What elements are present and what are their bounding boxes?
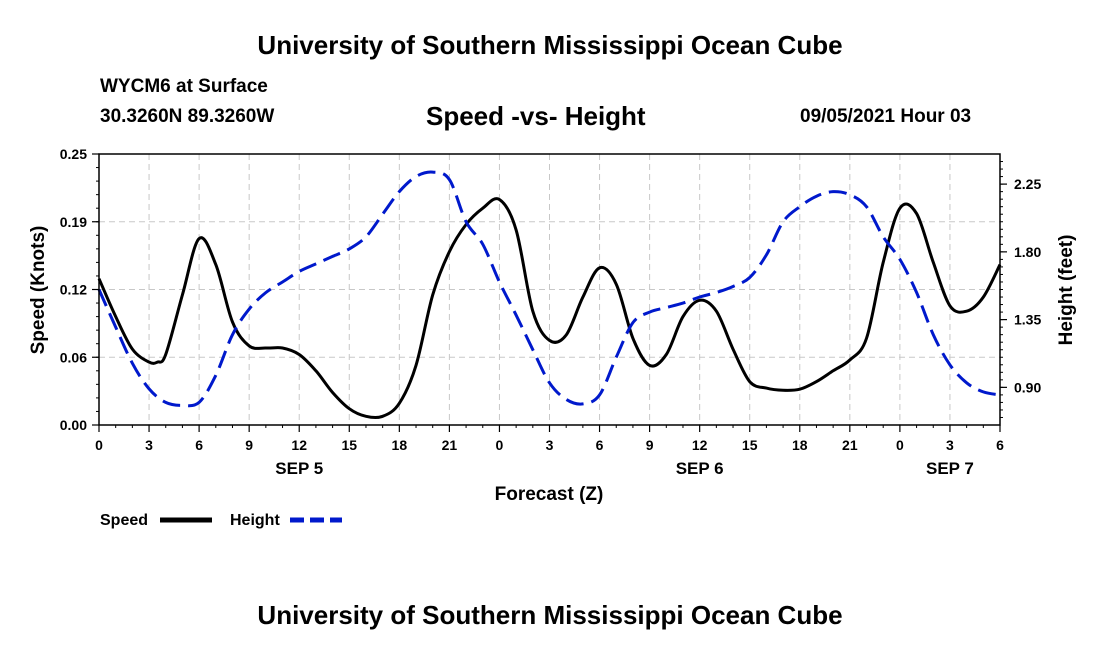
x-tick-label: 21 xyxy=(442,437,458,453)
legend-height-label: Height xyxy=(230,512,280,529)
y-left-tick-label: 0.25 xyxy=(60,146,87,162)
series-lines xyxy=(97,170,1002,420)
x-tick-label: 3 xyxy=(546,437,554,453)
y-right-tick-label: 1.35 xyxy=(1014,312,1041,328)
x-tick-label: 12 xyxy=(291,437,307,453)
y-right-tick-label: 0.90 xyxy=(1014,379,1041,395)
date-label: 09/05/2021 Hour 03 xyxy=(800,106,972,127)
y-right-tick-label: 2.25 xyxy=(1014,176,1041,192)
grid-lines xyxy=(99,154,1000,425)
x-tick-label: 0 xyxy=(896,437,904,453)
coordinates-label: 30.3260N 89.3260W xyxy=(100,106,275,127)
x-tick-label: 3 xyxy=(145,437,153,453)
x-tick-label: 9 xyxy=(646,437,654,453)
chart-title: Speed -vs- Height xyxy=(426,101,646,131)
y-left-tick-label: 0.00 xyxy=(60,417,87,433)
date-label-sep-6: SEP 6 xyxy=(676,459,724,478)
x-tick-label: 0 xyxy=(496,437,504,453)
y-left-tick-label: 0.06 xyxy=(60,349,87,365)
y-left-tick-label: 0.19 xyxy=(60,214,87,230)
legend: Speed Height xyxy=(100,512,342,529)
x-tick-label: 21 xyxy=(842,437,858,453)
x-tick-label: 0 xyxy=(95,437,103,453)
station-label: WYCM6 at Surface xyxy=(100,76,268,97)
x-tick-label: 9 xyxy=(245,437,253,453)
date-label-sep-7: SEP 7 xyxy=(926,459,974,478)
axes: 0 3 6 9 12 15 18 21 0 3 6 9 12 15 18 21 0 3 6 SEP 5 SEP 6 SEP… xyxy=(60,146,1042,478)
x-tick-label: 12 xyxy=(692,437,708,453)
y-right-tick-label: 1.80 xyxy=(1014,244,1041,260)
x-axis-label: Forecast (Z) xyxy=(495,484,604,505)
footer-title: University of Southern Mississippi Ocean… xyxy=(257,600,843,630)
date-label-sep-5: SEP 5 xyxy=(275,459,323,478)
x-tick-label: 6 xyxy=(996,437,1004,453)
y-axis-left-label: Speed (Knots) xyxy=(28,226,49,355)
x-tick-label: 3 xyxy=(946,437,954,453)
header-title: University of Southern Mississippi Ocean… xyxy=(257,30,843,60)
x-tick-label: 18 xyxy=(792,437,808,453)
y-left-tick-label: 0.12 xyxy=(60,282,87,298)
x-tick-label: 18 xyxy=(392,437,408,453)
x-tick-label: 15 xyxy=(341,437,357,453)
x-tick-label: 6 xyxy=(195,437,203,453)
series-line-height xyxy=(97,170,1001,408)
legend-speed-label: Speed xyxy=(100,512,148,529)
x-tick-label: 6 xyxy=(596,437,604,453)
y-axis-right-label: Height (feet) xyxy=(1056,235,1077,346)
x-tick-label: 15 xyxy=(742,437,758,453)
